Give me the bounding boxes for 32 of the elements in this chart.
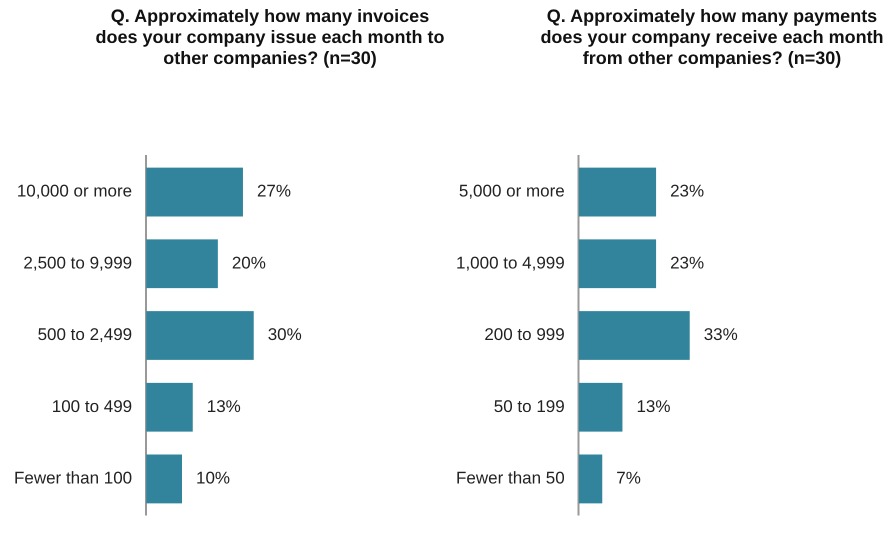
bar [578, 239, 656, 288]
y-tick-label: 200 to 999 [484, 325, 565, 344]
data-label: 33% [704, 325, 738, 344]
y-tick-label: 100 to 499 [52, 396, 132, 416]
data-label: 30% [268, 325, 302, 344]
data-label: 20% [232, 253, 266, 272]
bar [146, 239, 218, 288]
bar [578, 311, 690, 360]
y-tick-label: 10,000 or more [16, 182, 132, 201]
bar [146, 382, 193, 432]
y-tick-label: 50 to 199 [494, 396, 565, 416]
bar [146, 454, 182, 504]
chart-title: Q. Approximately how many invoices does your company issue each month to other companies? (n=30) [94, 6, 446, 69]
bar [146, 168, 243, 216]
bar [578, 168, 656, 216]
data-label: 23% [670, 182, 704, 201]
data-label: 27% [256, 182, 291, 201]
data-label: 23% [670, 253, 704, 272]
data-label: 13% [206, 396, 241, 416]
y-tick-label: Fewer than 50 [456, 468, 565, 488]
data-label: 13% [636, 396, 670, 416]
bar [146, 311, 254, 360]
chart-title: Q. Approximately how many payments does your company receive each month from other companies? (n=30) [539, 6, 885, 69]
y-tick-label: 2,500 to 9,999 [23, 253, 132, 272]
y-tick-label: 5,000 or more [458, 182, 565, 201]
bar [578, 382, 622, 432]
data-label: 7% [616, 468, 641, 488]
y-tick-label: 500 to 2,499 [38, 325, 132, 344]
y-tick-label: Fewer than 100 [14, 468, 132, 488]
bar [578, 454, 602, 504]
y-tick-label: 1,000 to 4,999 [456, 253, 565, 272]
data-label: 10% [196, 468, 230, 488]
